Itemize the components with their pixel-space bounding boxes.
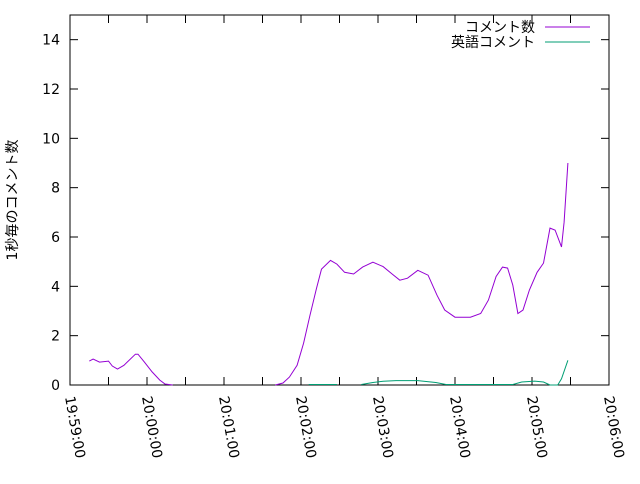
y-tick-label: 8 — [51, 181, 60, 197]
series-layer — [89, 162, 569, 386]
y-tick-label: 2 — [51, 329, 60, 345]
y-tick-label: 14 — [42, 33, 60, 49]
x-tick-label: 20:02:00 — [292, 395, 319, 460]
plot-frame — [69, 14, 610, 386]
x-tick-label: 20:03:00 — [369, 395, 396, 460]
x-tick-label: 20:01:00 — [215, 395, 242, 460]
series-line-2 — [308, 360, 569, 386]
y-axis-label: 1秒毎のコメント数 — [5, 140, 21, 261]
series-line-1 — [89, 162, 569, 386]
legend-label-1: コメント数 — [465, 20, 535, 36]
y-tick-label: 4 — [51, 279, 60, 295]
legend-label-2: 英語コメント — [451, 34, 535, 51]
y-tick-label: 0 — [51, 378, 60, 394]
y-tick-label: 12 — [42, 82, 60, 98]
axes: 0 2 4 6 8 10 12 14 19:59:00 20:00:00 20:01:00 20:02… — [42, 14, 627, 460]
y-tick-label: 6 — [51, 230, 60, 246]
x-tick-label: 20:05:00 — [523, 395, 550, 460]
y-tick-label: 10 — [42, 131, 60, 147]
x-tick-label: 20:06:00 — [600, 395, 627, 460]
x-tick-label: 19:59:00 — [61, 395, 88, 460]
x-tick-label: 20:00:00 — [138, 395, 165, 460]
x-tick-label: 20:04:00 — [446, 395, 473, 460]
